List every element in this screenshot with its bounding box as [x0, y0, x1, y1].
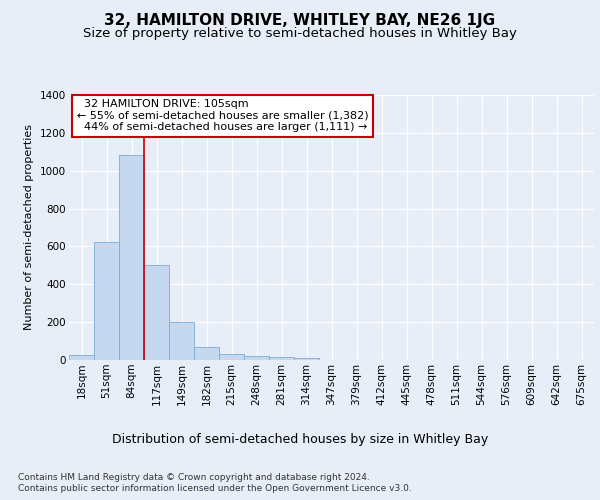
- Bar: [219, 354, 244, 360]
- Bar: [244, 356, 269, 360]
- Bar: [169, 322, 194, 360]
- Bar: [144, 266, 169, 360]
- Bar: [269, 357, 294, 360]
- Text: Contains public sector information licensed under the Open Government Licence v3: Contains public sector information licen…: [18, 484, 412, 493]
- Bar: [194, 347, 219, 360]
- Text: 32, HAMILTON DRIVE, WHITLEY BAY, NE26 1JG: 32, HAMILTON DRIVE, WHITLEY BAY, NE26 1J…: [104, 12, 496, 28]
- Bar: [69, 356, 94, 360]
- Bar: [294, 358, 319, 360]
- Text: Contains HM Land Registry data © Crown copyright and database right 2024.: Contains HM Land Registry data © Crown c…: [18, 472, 370, 482]
- Text: Size of property relative to semi-detached houses in Whitley Bay: Size of property relative to semi-detach…: [83, 28, 517, 40]
- Y-axis label: Number of semi-detached properties: Number of semi-detached properties: [25, 124, 34, 330]
- Bar: [94, 242, 119, 360]
- Bar: [119, 154, 144, 360]
- Text: 32 HAMILTON DRIVE: 105sqm
← 55% of semi-detached houses are smaller (1,382)
  44: 32 HAMILTON DRIVE: 105sqm ← 55% of semi-…: [77, 99, 368, 132]
- Text: Distribution of semi-detached houses by size in Whitley Bay: Distribution of semi-detached houses by …: [112, 432, 488, 446]
